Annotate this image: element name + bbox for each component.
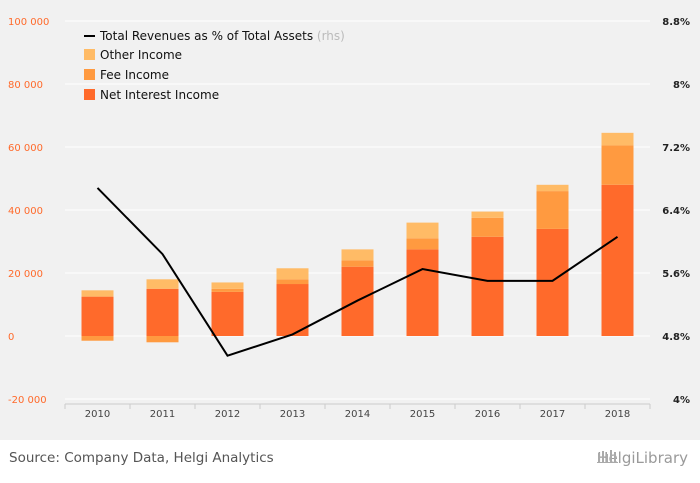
y-right-tick-label: 5.6% (662, 269, 690, 280)
bar-fee-income (341, 260, 374, 267)
y-left-tick-label: 60 000 (8, 143, 43, 154)
bar-other-income (146, 279, 179, 289)
legend-label: Fee Income (100, 68, 169, 82)
bar-other-income (406, 222, 439, 239)
bar-fee-income (471, 217, 504, 237)
bar-net-interest-income (146, 288, 179, 336)
legend-swatch (84, 69, 95, 80)
bar-fee-income (601, 145, 634, 185)
bar-net-interest-income (471, 236, 504, 336)
x-tick-label: 2015 (410, 409, 435, 420)
y-left-tick-label: 0 (8, 332, 14, 343)
legend-rhs-tag: (rhs) (317, 29, 345, 43)
y-right-tick-label: 7.2% (662, 143, 690, 154)
bar-net-interest-income (601, 184, 634, 336)
y-right-tick-label: 6.4% (662, 206, 690, 217)
y-right-tick-label: 8% (673, 80, 690, 91)
bar-net-interest-income (81, 296, 114, 336)
x-tick-label: 2010 (85, 409, 110, 420)
bar-other-income (81, 290, 114, 297)
source-note: Source: Company Data, Helgi Analytics (9, 450, 274, 466)
bar-net-interest-income (211, 291, 244, 336)
plot-background (0, 0, 700, 440)
y-left-tick-label: 20 000 (8, 269, 43, 280)
x-tick-label: 2011 (150, 409, 175, 420)
x-tick-label: 2012 (215, 409, 240, 420)
bar-net-interest-income (406, 249, 439, 336)
bar-other-income (211, 282, 244, 289)
y-right-tick-label: 4% (673, 395, 690, 406)
bar-fee-income (211, 288, 244, 292)
x-tick-label: 2018 (605, 409, 630, 420)
library-icon (597, 450, 619, 463)
bar-other-income (276, 268, 309, 280)
legend-label: Other Income (100, 48, 182, 62)
brand-text: HelgiLibrary (597, 449, 688, 467)
legend-label: Net Interest Income (100, 88, 219, 102)
x-tick-label: 2014 (345, 409, 370, 420)
bar-fee-income (536, 191, 569, 229)
legend-swatch (84, 49, 95, 60)
y-left-tick-label: 80 000 (8, 80, 43, 91)
y-left-tick-label: 40 000 (8, 206, 43, 217)
bar-other-income (341, 249, 374, 261)
bar-fee-income (406, 238, 439, 250)
legend-swatch (84, 89, 95, 100)
line-total-revenues-pct (96, 187, 619, 357)
y-right-tick-label: 4.8% (662, 332, 690, 343)
x-tick-label: 2017 (540, 409, 565, 420)
bar-fee-income (81, 336, 114, 341)
brand-logo: HelgiLibrary (597, 449, 688, 467)
bar-fee-income (276, 279, 309, 285)
bar-net-interest-income (536, 228, 569, 336)
y-left-tick-label: -20 000 (8, 395, 47, 406)
bar-other-income (536, 184, 569, 192)
y-left-tick-label: 100 000 (8, 17, 49, 28)
x-tick-label: 2013 (280, 409, 305, 420)
revenue-chart: -20 000 0 20 000 40 000 60 000 80 000 100 000 4… (8, 17, 690, 420)
x-tick-label: 2016 (475, 409, 500, 420)
bar-fee-income (146, 336, 179, 343)
bar-other-income (601, 132, 634, 146)
bar-other-income (471, 211, 504, 218)
legend-label: Total Revenues as % of Total Assets (rhs… (99, 29, 345, 43)
y-right-tick-label: 8.8% (662, 17, 690, 28)
bar-net-interest-income (276, 284, 309, 336)
